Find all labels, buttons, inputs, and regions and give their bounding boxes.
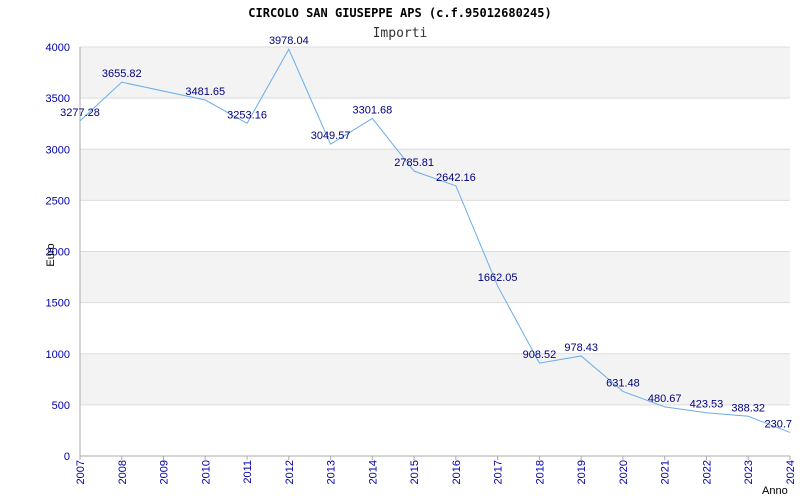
plot-band: [80, 353, 790, 405]
y-tick-label: 1500: [46, 298, 70, 310]
data-label: 2642.16: [436, 172, 476, 184]
data-label: 230.7: [764, 418, 792, 430]
data-label: 3253.16: [227, 109, 267, 121]
data-label: 1662.05: [478, 272, 518, 284]
x-tick-label: 2017: [493, 460, 505, 484]
plot-band: [80, 149, 790, 201]
data-label: 3049.57: [311, 130, 351, 142]
y-tick-label: 3000: [46, 144, 70, 156]
data-label: 3301.68: [352, 104, 392, 116]
x-tick-label: 2015: [409, 460, 421, 484]
data-label: 3481.65: [185, 86, 225, 98]
data-label: 2785.81: [394, 157, 434, 169]
x-tick-label: 2023: [743, 460, 755, 484]
data-label: 3277.28: [60, 107, 100, 119]
data-label: 908.52: [523, 349, 557, 361]
x-tick-label: 2024: [785, 460, 797, 484]
x-tick-label: 2020: [618, 460, 630, 484]
x-tick-label: 2021: [660, 460, 672, 484]
x-tick-label: 2007: [75, 460, 87, 484]
y-tick-label: 1000: [46, 349, 70, 361]
y-tick-label: 4000: [46, 42, 70, 54]
x-tick-label: 2012: [284, 460, 296, 484]
x-axis-label: Anno: [762, 485, 788, 497]
series-path: [79, 48, 791, 433]
data-label: 480.67: [648, 393, 682, 405]
x-tick-label: 2008: [117, 460, 129, 484]
data-label: 388.32: [731, 402, 765, 414]
plot-bands: [80, 47, 790, 456]
x-tick-label: 2011: [242, 460, 254, 484]
data-label: 423.53: [690, 399, 724, 411]
x-tick-label: 2019: [576, 460, 588, 484]
plot-band: [80, 200, 790, 252]
x-tick-label: 2018: [534, 460, 546, 484]
plot-band: [80, 251, 790, 303]
y-tick-label: 2500: [46, 195, 70, 207]
chart-title: CIRCOLO SAN GIUSEPPE APS (c.f.9501268024…: [248, 6, 551, 20]
x-tick-label: 2013: [326, 460, 338, 484]
plot-band: [80, 98, 790, 150]
x-tick-label: 2009: [159, 460, 171, 484]
y-tick-label: 2000: [46, 247, 70, 259]
data-label: 3655.82: [102, 68, 142, 80]
chart-subtitle: Importi: [373, 26, 428, 41]
data-label: 978.43: [564, 342, 598, 354]
plot-band: [80, 404, 790, 456]
y-axis-label: Euro: [45, 243, 57, 266]
x-tick-label: 2014: [367, 460, 379, 484]
x-axis-ticks: 2007 2008 2009 2010 2011 2012 2013 2014 2015 2016…: [75, 456, 797, 484]
plot-gridlines: [79, 46, 790, 457]
y-tick-label: 0: [64, 451, 70, 463]
data-label: 631.48: [606, 377, 640, 389]
x-tick-label: 2010: [200, 460, 212, 484]
y-tick-label: 3500: [46, 93, 70, 105]
x-tick-label: 2022: [701, 460, 713, 484]
data-label: 3978.04: [269, 35, 309, 47]
x-tick-label: 2016: [451, 460, 463, 484]
series-line: [79, 48, 791, 433]
plot-band: [80, 302, 790, 354]
y-tick-label: 500: [52, 400, 70, 412]
plot-band: [80, 47, 790, 99]
y-axis-ticks: 0 500 1000 1500 2000 2500 3000 3500 4000: [46, 42, 70, 463]
